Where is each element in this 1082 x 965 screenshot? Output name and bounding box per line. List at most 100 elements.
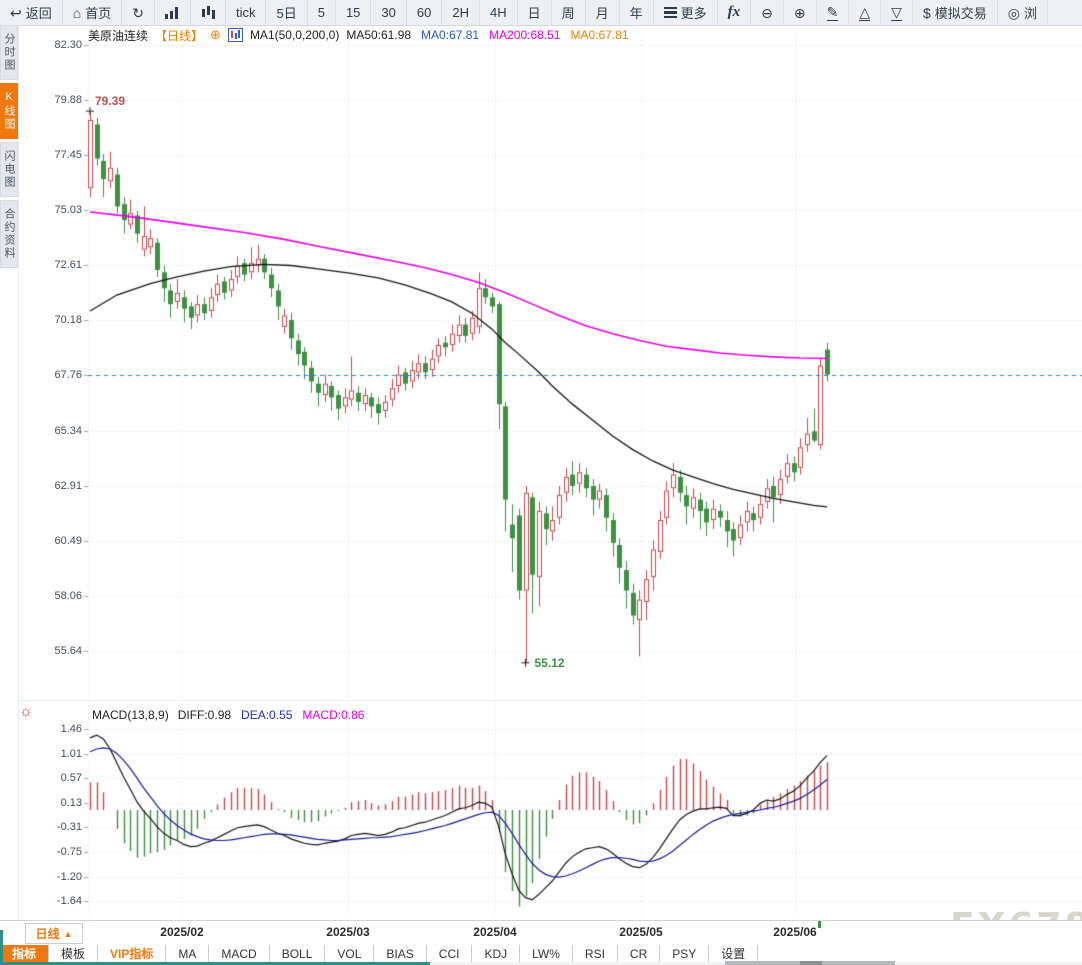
interval-30m-label: 30 [381, 5, 396, 20]
draw-button[interactable]: ✎ [817, 0, 850, 25]
refresh-button[interactable]: ↻ [122, 0, 155, 25]
macd-value-2: DEA:0.55 [241, 708, 293, 722]
period-tag[interactable]: 【日线】 [155, 28, 204, 43]
more-button[interactable]: 更多 [654, 0, 718, 25]
indicator-tab-CR[interactable]: CR [618, 945, 661, 962]
indicator-tab-RSI[interactable]: RSI [573, 945, 618, 962]
interval-day-label: 日 [527, 6, 541, 21]
triangle-down-icon: ▽ [891, 3, 902, 21]
current-bar-tick [818, 921, 821, 928]
macd-header: MACD(13,8,9) DIFF:0.98 DEA:0.55 MACD:0.86 [92, 708, 364, 722]
refresh-icon: ↻ [132, 4, 144, 21]
interval-5m[interactable]: 5 [308, 0, 336, 25]
sidebar-tab-1[interactable]: 分时图 [0, 25, 18, 80]
sidebar-tab-2[interactable]: K线图 [0, 83, 18, 139]
kline-mini-icon[interactable] [227, 28, 243, 42]
interval-5d-label: 5日 [276, 6, 297, 21]
time-axis-label: 2025/05 [619, 925, 663, 939]
kline-style-button[interactable] [191, 0, 226, 25]
indicator-tab-PSY[interactable]: PSY [660, 945, 710, 962]
macd-tick-label: -1.64 [56, 894, 82, 907]
sidebar-tab-3[interactable]: 闪电图 [0, 142, 18, 197]
low-price-label: 55.12 [534, 655, 565, 670]
ma-settings-label[interactable]: MA1(50,0,200,0) [249, 28, 340, 42]
indicator-tab-BOLL[interactable]: BOLL [270, 945, 326, 962]
fx-icon: fx [727, 4, 741, 20]
interval-month[interactable]: 月 [586, 0, 620, 25]
sidebar-tab-4[interactable]: 合约资料 [0, 200, 18, 268]
macd-value-3: MACD:0.86 [302, 708, 365, 722]
indicator-tab-设置[interactable]: 设置 [709, 945, 759, 962]
interval-4h[interactable]: 4H [480, 0, 518, 25]
interval-year-label: 年 [629, 6, 643, 21]
back-icon: ↩ [10, 4, 22, 21]
interval-60m[interactable]: 60 [407, 0, 443, 25]
indicator-tab-MA[interactable]: MA [166, 945, 210, 962]
ma-value-4: MA0:67.81 [570, 28, 629, 42]
simulated-trading-button[interactable]: $ 模拟交易 [913, 0, 998, 25]
macd-tick-label: 0.13 [60, 796, 82, 809]
zoom-in-icon: ⊕ [793, 4, 806, 21]
interval-year[interactable]: 年 [620, 0, 654, 25]
interval-2h[interactable]: 2H [442, 0, 480, 25]
interval-5d[interactable]: 5日 [266, 0, 308, 25]
interval-tick[interactable]: tick [226, 0, 267, 25]
zoom-in-button[interactable]: ⊕ [784, 0, 817, 25]
price-tick-label: 77.45 [54, 149, 82, 162]
price-tick-label: 67.76 [54, 369, 82, 382]
scrollbar-thumb-notch [800, 961, 822, 965]
indicator-tab-BIAS[interactable]: BIAS [374, 945, 427, 962]
indicator-tab-VIP指标[interactable]: VIP指标 [98, 945, 167, 962]
home-button[interactable]: ⌂ 首页 [63, 0, 123, 25]
macd-tick-label: -1.20 [56, 870, 82, 883]
period-selector-button[interactable]: 日线 ▲ [25, 923, 83, 944]
indicator-tab-MACD[interactable]: MACD [209, 945, 270, 962]
left-sidebar: 分时图 K线图闪电图合约资料 [0, 25, 18, 271]
expand-icon[interactable]: ⊕ [210, 27, 221, 42]
kline-macd-canvas[interactable] [18, 25, 1082, 920]
interval-30m[interactable]: 30 [371, 0, 407, 25]
macd-tick-label: 0.57 [60, 772, 82, 785]
home-button-label: 首页 [85, 6, 112, 21]
price-tick-label: 65.34 [54, 424, 82, 437]
indicator-tab-VOL[interactable]: VOL [325, 945, 375, 962]
zoom-out-button[interactable]: ⊖ [751, 0, 784, 25]
price-tick-label: 70.18 [54, 314, 82, 327]
triangle-up-icon: △ [859, 3, 871, 21]
ma-value-3: MA200:68.51 [489, 28, 561, 42]
indicator-fx-button[interactable]: fx [718, 0, 752, 25]
interval-week[interactable]: 周 [552, 0, 586, 25]
time-axis-label: 2025/02 [160, 925, 204, 939]
interval-day[interactable]: 日 [518, 0, 552, 25]
price-tick-label: 55.64 [54, 644, 82, 657]
ma-value-1: MA50:61.98 [346, 28, 412, 42]
macd-settings-label[interactable]: MACD(13,8,9) [92, 708, 169, 722]
more-button-label: 更多 [680, 6, 707, 21]
indicator-settings-icon[interactable]: ☼ [19, 703, 33, 720]
triangle-up-button[interactable]: △ [849, 0, 882, 25]
browser-button-label: 浏 [1023, 6, 1037, 21]
browser-button[interactable]: ◎ 浏 [998, 0, 1048, 25]
dollar-icon: $ [922, 4, 931, 21]
indicator-tab-模板[interactable]: 模板 [49, 945, 99, 962]
indicator-tab-CCI[interactable]: CCI [427, 945, 473, 962]
bar-chart-button[interactable] [155, 0, 191, 25]
triangle-down-button[interactable]: ▽ [881, 0, 913, 25]
time-axis-label: 2025/04 [473, 925, 517, 939]
ma-value-2: MA0:67.81 [421, 28, 480, 42]
price-tick-label: 58.06 [54, 589, 82, 602]
macd-values: DIFF:0.98 DEA:0.55 MACD:0.86 [178, 708, 365, 722]
time-axis-label: 2025/06 [773, 925, 817, 939]
top-toolbar: ↩ 返回 ⌂ 首页 ↻ tick 5日 5 15 30 60 2H 4H 日周月 年 更多 fx ⊖ ⊕ ✎ △ ▽ $ 模拟… [0, 0, 1082, 26]
interval-month-label: 月 [595, 6, 609, 21]
globe-icon: ◎ [1007, 4, 1020, 21]
indicator-tab-KDJ[interactable]: KDJ [472, 945, 521, 962]
back-button[interactable]: ↩ 返回 [0, 0, 63, 25]
high-price-label: 79.39 [95, 94, 126, 109]
price-tick-label: 82.30 [54, 39, 82, 51]
simulated-trading-button-label: 模拟交易 [934, 6, 987, 21]
indicator-tabs-row: 指标 模板 VIP指标 MA MACD BOLL VOL BIAS CCI KDJ LW% RSI CR… [0, 945, 1082, 963]
indicator-tab-指标[interactable]: 指标 [0, 945, 50, 962]
indicator-tab-LW%[interactable]: LW% [520, 945, 573, 962]
interval-15m[interactable]: 15 [336, 0, 372, 25]
